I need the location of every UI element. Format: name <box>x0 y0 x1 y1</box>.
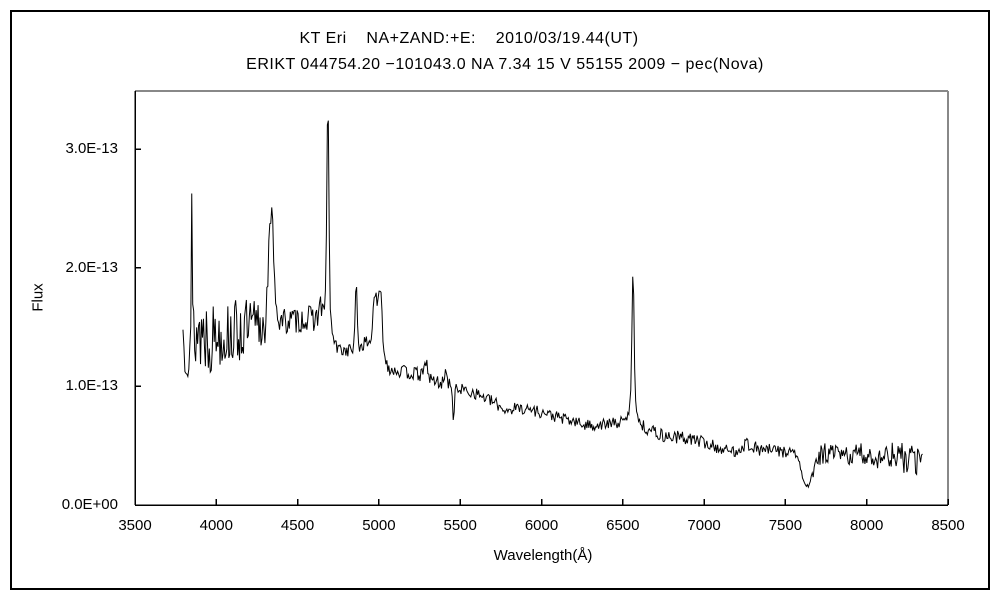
x-tick-label: 8500 <box>931 517 965 534</box>
x-tick-label: 4000 <box>199 517 233 534</box>
y-tick-label: 0.0E+00 <box>61 496 118 513</box>
x-tick-label: 4500 <box>280 517 315 534</box>
x-tick-label: 7500 <box>768 517 803 534</box>
y-tick-label: 2.0E-13 <box>65 258 118 276</box>
chart-subtitle: ERIKT 044754.20 −101043.0 NA 7.34 15 V 5… <box>246 56 764 73</box>
x-tick-label: 6000 <box>524 517 559 534</box>
x-axis-label: Wavelength(Å) <box>493 547 593 564</box>
outer-border <box>10 10 990 590</box>
y-tick-label: 3.0E-13 <box>65 140 118 158</box>
spectrum-line <box>182 120 923 489</box>
x-tick-label: 3500 <box>118 517 152 534</box>
x-tick-label: 5000 <box>362 517 396 534</box>
x-tick-label: 7000 <box>687 517 721 534</box>
x-tick-label: 5500 <box>443 517 477 534</box>
chart-title: KT Eri NA+ZAND:+E: 2010/03/19.44(UT) <box>299 30 639 47</box>
y-tick-label: 1.0E-13 <box>65 377 118 395</box>
x-tick-label: 6500 <box>606 517 640 534</box>
x-tick-label: 8000 <box>850 517 884 534</box>
